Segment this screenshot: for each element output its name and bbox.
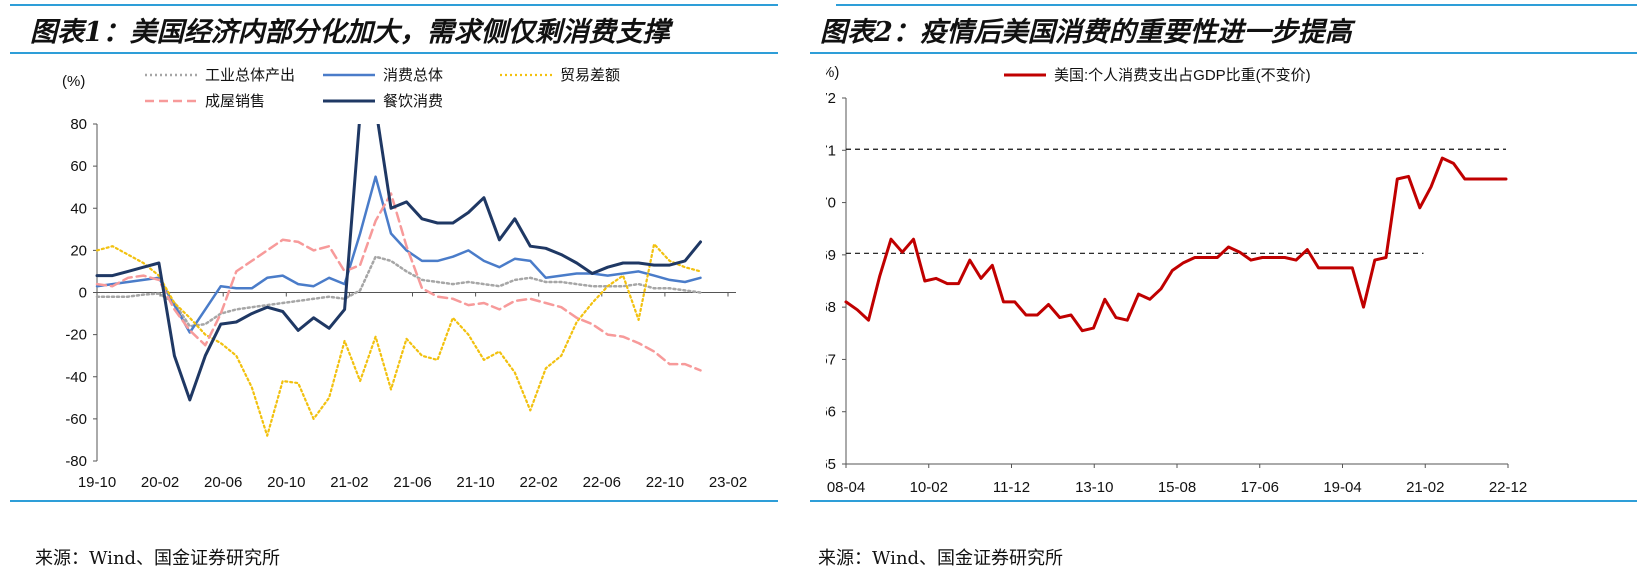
x-tick-label: 10-02: [910, 479, 948, 496]
x-tick-label: 17-06: [1241, 479, 1279, 496]
top-rule: [836, 4, 1637, 6]
y-tick-label: 20: [70, 242, 87, 259]
y-tick-label: -20: [65, 327, 87, 344]
y-tick-label: -80: [65, 453, 87, 470]
x-tick-label: 15-08: [1158, 479, 1196, 496]
x-tick-label: 20-10: [267, 474, 305, 491]
x-tick-label: 21-06: [393, 474, 431, 491]
chart-plot-1: (%) 80 60 40 20 0 -20 -40 -60 -80 19-10 20-02 20-06 2…: [62, 67, 747, 491]
x-tick-label: 21-02: [330, 474, 368, 491]
y-tick-label: 70: [826, 195, 836, 212]
x-tick-label: 19-10: [78, 474, 116, 491]
chart-panel-1: 图表1：美国经济内部分化加大，需求侧仅剩消费支撑 (%) 80 60 40 20 0 -20…: [0, 0, 790, 572]
source-note: 来源：Wind、国金证券研究所: [818, 548, 1064, 569]
title-rule: [10, 52, 778, 54]
y-tick-label: 80: [70, 116, 87, 133]
x-tick-label: 19-04: [1323, 479, 1361, 496]
series-line: [95, 192, 702, 372]
series-line: [844, 156, 1508, 333]
y-axis-unit: (%): [62, 73, 85, 90]
legend-label: 美国:个人消费支出占GDP比重(不变价): [1054, 67, 1311, 84]
chart-plot-2: (%) 72 71 70 69 68 67 66 65 08-04 10-02 11-12 13-10 1…: [826, 64, 1527, 496]
x-tick-label: 21-02: [1406, 479, 1444, 496]
y-tick-label: 67: [826, 351, 836, 368]
y-tick-label: -40: [65, 369, 87, 386]
legend-label: 餐饮消费: [383, 93, 443, 110]
y-tick-label: 66: [826, 404, 836, 421]
source-note: 来源：Wind、国金证券研究所: [35, 548, 281, 569]
x-tick-label: 20-02: [141, 474, 179, 491]
chart-title: 图表1：美国经济内部分化加大，需求侧仅剩消费支撑: [30, 17, 670, 48]
x-tick-label: 21-10: [456, 474, 494, 491]
series-line: [95, 243, 702, 437]
legend-label: 消费总体: [383, 67, 443, 84]
bottom-rule: [10, 500, 778, 502]
series-line: [95, 124, 702, 402]
y-tick-label: 0: [79, 285, 87, 302]
y-tick-label: 68: [826, 299, 836, 316]
x-tick-label: 22-02: [520, 474, 558, 491]
legend-label: 成屋销售: [205, 93, 265, 110]
x-tick-label: 13-10: [1075, 479, 1113, 496]
y-tick-label: 69: [826, 247, 836, 264]
x-tick-label: 23-02: [709, 474, 747, 491]
x-tick-label: 11-12: [993, 479, 1030, 496]
y-tick-label: 65: [826, 456, 836, 473]
chart-panel-2: 图表2：疫情后美国消费的重要性进一步提高 (%) 72 71 70 69 68 67 66 65…: [810, 0, 1649, 572]
legend-label: 工业总体产出: [205, 67, 295, 84]
x-tick-label: 08-04: [827, 479, 865, 496]
y-tick-label: 71: [826, 142, 836, 159]
legend-label: 贸易差额: [560, 67, 620, 84]
x-tick-label: 22-10: [646, 474, 684, 491]
title-rule: [810, 52, 1637, 54]
series-line: [95, 175, 702, 334]
y-tick-label: 40: [70, 200, 87, 217]
y-tick-label: 72: [826, 90, 836, 107]
y-axis-unit: (%): [826, 64, 839, 81]
y-tick-label: 60: [70, 158, 87, 175]
top-rule: [10, 4, 778, 6]
x-tick-label: 22-06: [583, 474, 621, 491]
x-tick-label: 20-06: [204, 474, 242, 491]
y-tick-label: -60: [65, 411, 87, 428]
chart-title: 图表2：疫情后美国消费的重要性进一步提高: [820, 17, 1352, 48]
x-tick-label: 22-12: [1489, 479, 1527, 496]
bottom-rule: [810, 500, 1637, 502]
